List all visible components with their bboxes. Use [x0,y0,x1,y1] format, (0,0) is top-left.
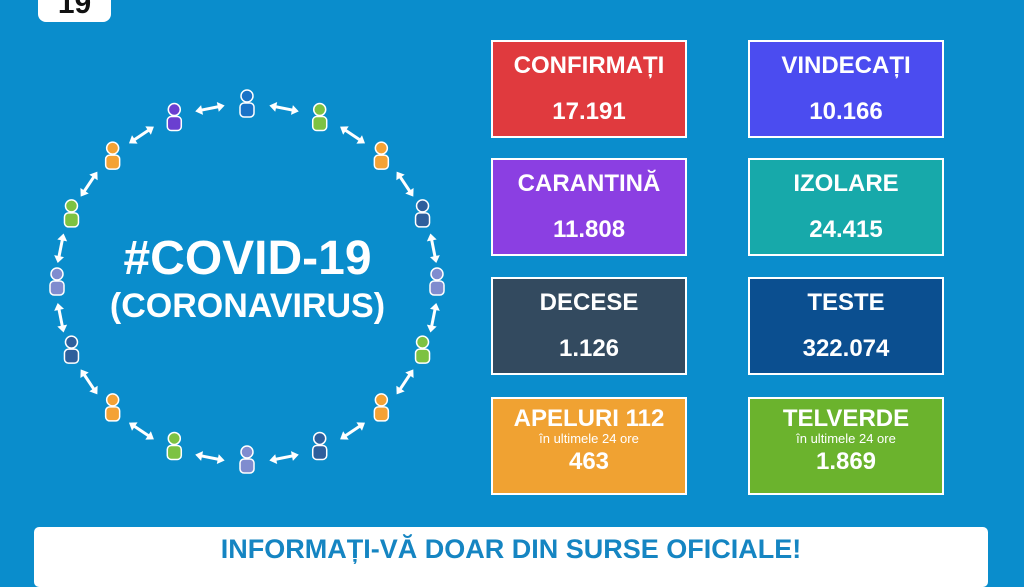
stat-box-apeluri-112: APELURI 112 în ultimele 24 ore 463 [491,397,687,495]
double-arrow-icon [80,369,98,395]
person-icon [373,393,390,422]
double-arrow-icon [396,171,414,197]
double-arrow-icon [54,303,68,333]
double-arrow-icon [195,451,225,465]
title-line2: (CORONAVIRUS) [109,287,386,325]
people-ring-illustration [49,89,445,474]
person-icon [414,335,431,364]
double-arrow-icon [195,101,225,115]
stat-value: 11.808 [552,216,626,243]
double-arrow-icon [340,126,366,144]
stat-sublabel: în ultimele 24 ore [796,431,896,446]
stat-label: APELURI 112 [513,405,665,432]
stat-label: TELVERDE [782,405,910,432]
person-icon [414,199,431,228]
covid-title: #COVID-19 (CORONAVIRUS) [40,232,455,326]
stat-value: 10.166 [809,98,883,125]
person-icon [104,393,121,422]
stat-label: VINDECAȚI [781,52,911,79]
person-icon [429,267,445,296]
person-icon [311,102,328,132]
stat-label: TESTE [807,289,885,316]
double-arrow-icon [128,126,154,144]
title-line1: #COVID-19 [123,232,372,285]
stat-label: DECESE [539,289,639,316]
double-arrow-icon [426,233,440,263]
stat-label: CONFIRMAȚI [513,52,665,79]
double-arrow-icon [54,233,68,263]
stat-value: 1.869 [815,448,877,475]
stat-box-carantin-: CARANTINĂ 11.808 [491,158,687,256]
day-badge: 19 [38,0,111,22]
stat-value: 1.126 [558,335,620,362]
stat-value: 463 [568,448,610,475]
person-icon [239,89,255,118]
stat-box-telverde: TELVERDE în ultimele 24 ore 1.869 [748,397,944,495]
double-arrow-icon [269,451,299,465]
stat-box-vindeca-i: VINDECAȚI 10.166 [748,40,944,138]
stat-box-decese: DECESE 1.126 [491,277,687,375]
stat-box-izolare: IZOLARE 24.415 [748,158,944,256]
double-arrow-icon [269,101,299,115]
person-icon [166,431,183,461]
double-arrow-icon [340,422,366,440]
double-arrow-icon [396,369,414,395]
person-icon [49,267,65,296]
person-icon [239,445,255,474]
person-icon [373,141,390,170]
official-sources-banner: INFORMAȚI-VĂ DOAR DIN SURSE OFICIALE! [34,527,988,587]
double-arrow-icon [128,422,154,440]
stat-value: 322.074 [802,335,890,362]
person-icon [63,335,80,364]
stat-value: 17.191 [552,98,626,125]
stat-label: IZOLARE [793,170,899,197]
person-icon [63,199,80,228]
stat-sublabel: în ultimele 24 ore [539,431,639,446]
person-icon [311,431,328,461]
double-arrow-icon [80,171,98,197]
double-arrow-icon [426,303,440,333]
stat-value: 24.415 [809,216,883,243]
stat-box-teste: TESTE 322.074 [748,277,944,375]
stat-box-confirma-i: CONFIRMAȚI 17.191 [491,40,687,138]
person-icon [104,141,121,170]
stat-label: CARANTINĂ [517,170,661,197]
person-icon [166,102,183,132]
